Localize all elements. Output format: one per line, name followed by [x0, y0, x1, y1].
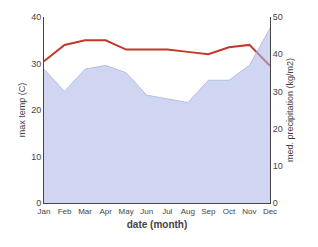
svg-text:med. precipitation (kg/m2): med. precipitation (kg/m2) — [285, 58, 295, 162]
svg-text:Feb: Feb — [58, 207, 72, 216]
svg-text:Aug: Aug — [181, 207, 195, 216]
svg-text:0: 0 — [36, 198, 41, 208]
svg-text:0: 0 — [273, 198, 278, 208]
svg-text:Jul: Jul — [162, 207, 172, 216]
svg-text:50: 50 — [273, 12, 283, 22]
svg-text:30: 30 — [273, 87, 283, 97]
svg-text:30: 30 — [31, 59, 41, 69]
svg-text:May: May — [119, 207, 134, 216]
svg-text:10: 10 — [273, 161, 283, 171]
svg-text:Jan: Jan — [38, 207, 51, 216]
svg-text:Dec: Dec — [263, 207, 277, 216]
svg-text:Sep: Sep — [201, 207, 216, 216]
svg-text:max temp (C): max temp (C) — [17, 83, 27, 138]
svg-text:Mar: Mar — [78, 207, 92, 216]
svg-text:20: 20 — [273, 124, 283, 134]
svg-text:Jun: Jun — [140, 207, 153, 216]
svg-text:Oct: Oct — [223, 207, 236, 216]
svg-text:40: 40 — [273, 49, 283, 59]
svg-text:40: 40 — [31, 12, 41, 22]
svg-text:Apr: Apr — [99, 207, 112, 216]
svg-text:date (month): date (month) — [127, 219, 188, 230]
svg-text:10: 10 — [31, 152, 41, 162]
svg-text:Nov: Nov — [242, 207, 256, 216]
svg-text:20: 20 — [31, 105, 41, 115]
